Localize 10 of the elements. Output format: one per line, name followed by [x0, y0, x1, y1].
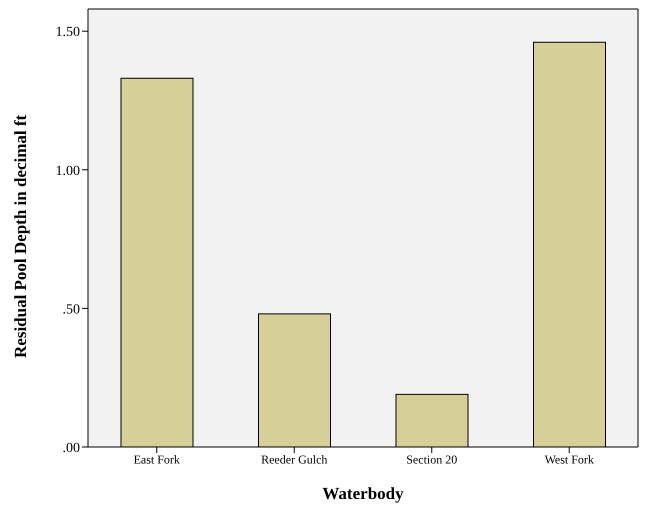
x-tick-label: East Fork — [134, 452, 180, 467]
x-axis-title: Waterbody — [322, 484, 404, 503]
x-tick-label: Section 20 — [406, 452, 458, 467]
y-tick-label: .50 — [62, 302, 80, 318]
y-tick-label: .00 — [62, 440, 80, 456]
x-tick-label: West Fork — [544, 452, 594, 467]
y-tick-label: 1.50 — [56, 25, 80, 40]
y-tick-label: 1.00 — [56, 164, 80, 179]
y-axis-title: Residual Pool Depth in decimal ft — [11, 114, 30, 358]
x-tick-label: Reeder Gulch — [261, 452, 328, 467]
